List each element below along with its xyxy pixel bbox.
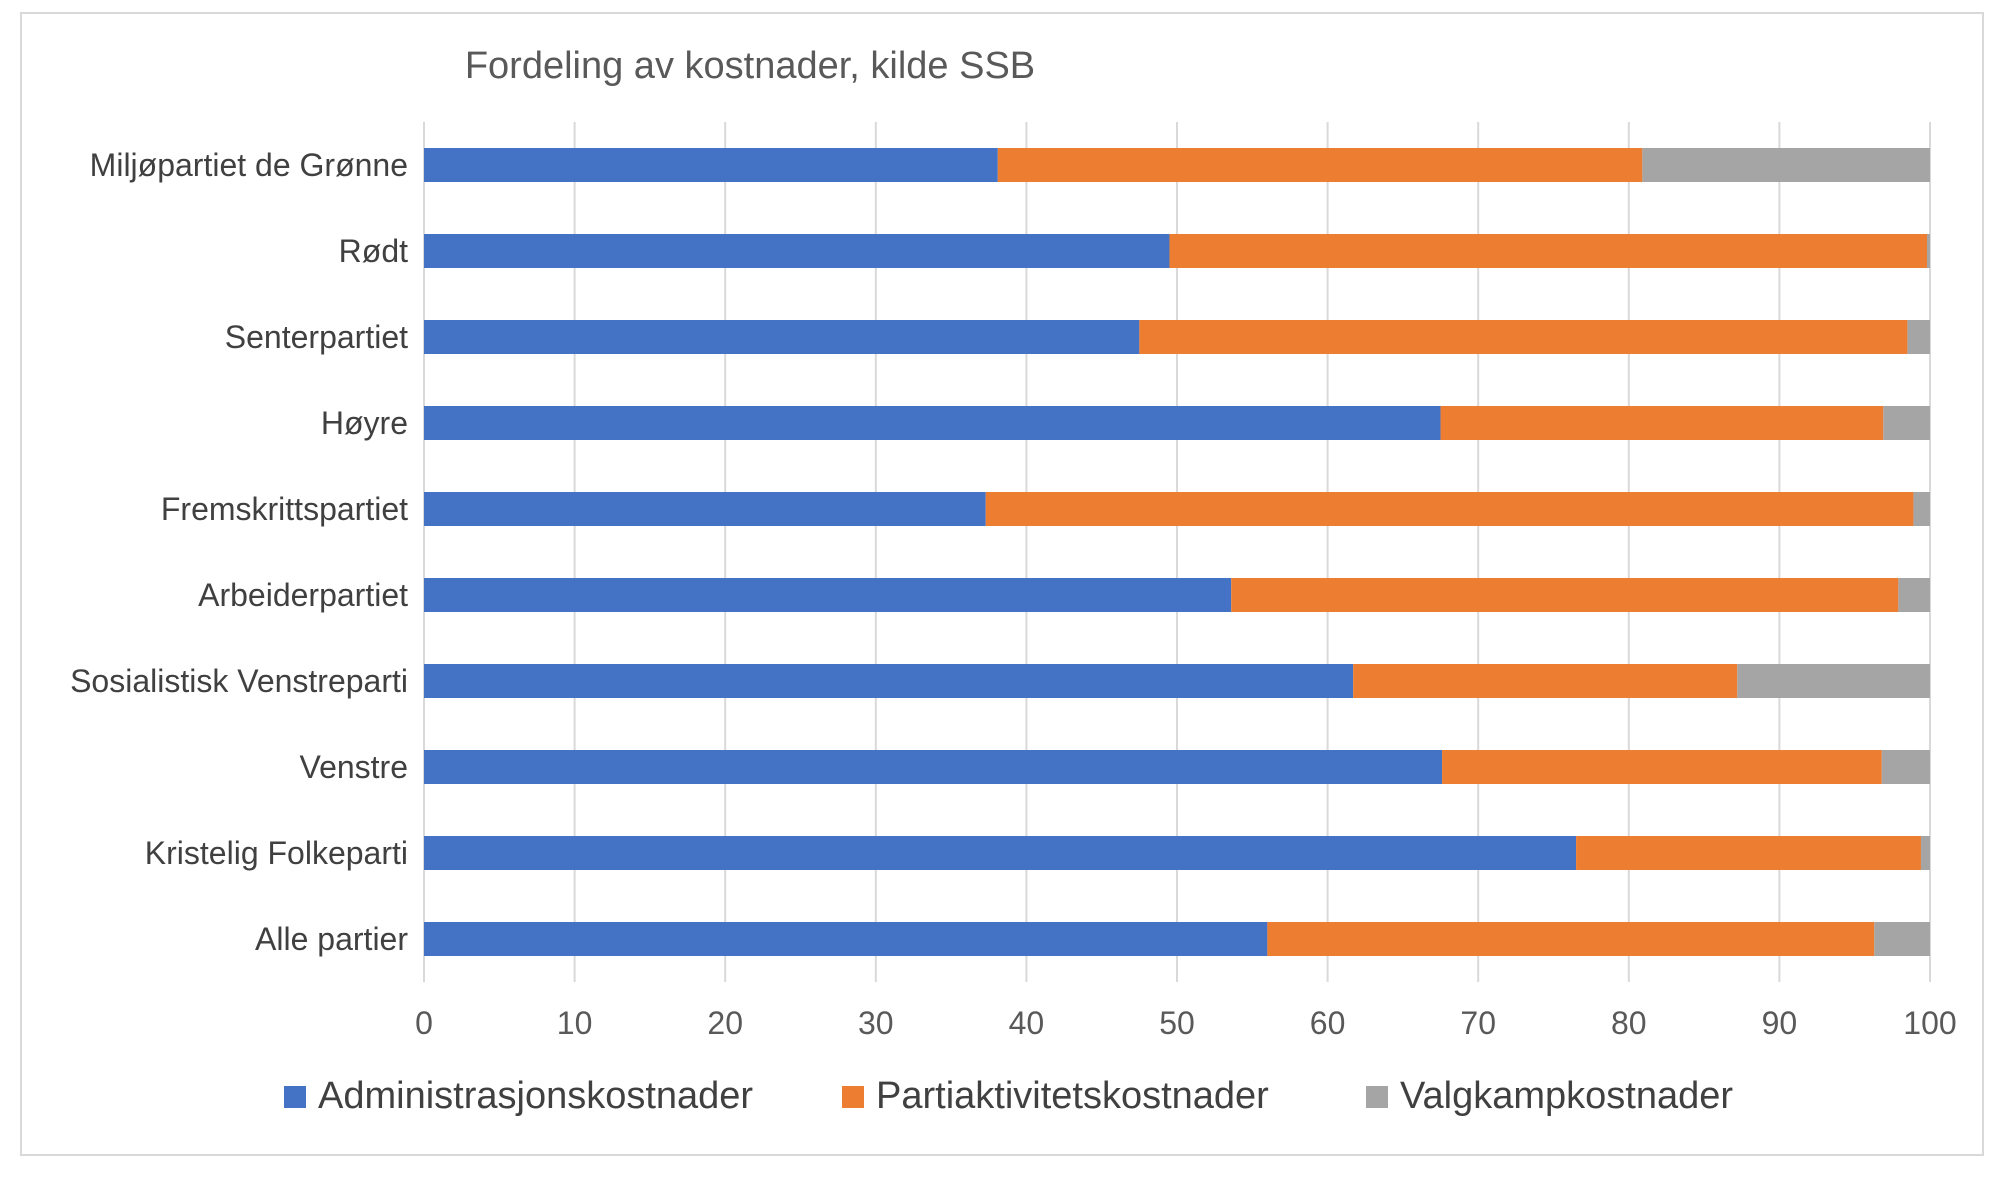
category-label: Høyre — [321, 405, 408, 441]
category-label: Sosialistisk Venstreparti — [70, 663, 408, 699]
bar-segment — [424, 492, 986, 526]
legend-label: Valgkampkostnader — [1400, 1075, 1733, 1117]
category-label: Alle partier — [255, 921, 408, 957]
bar-segment — [997, 148, 1643, 182]
bar-segment — [1231, 578, 1899, 612]
category-label: Rødt — [339, 233, 408, 269]
legend-swatch — [1366, 1086, 1388, 1108]
x-axis-tick-labels: 0 10 20 30 40 50 60 70 80 90 100 — [415, 1005, 1957, 1041]
legend-label: Administrasjonskostnader — [318, 1075, 753, 1117]
category-labels: Miljøpartiet de Grønne Rødt Senterpartiet H… — [70, 147, 408, 957]
x-tick-label: 60 — [1310, 1005, 1346, 1041]
bar-segment — [1576, 836, 1921, 870]
x-tick-label: 70 — [1460, 1005, 1496, 1041]
x-tick-label: 0 — [415, 1005, 433, 1041]
bar-segment — [1898, 578, 1930, 612]
category-label: Kristelig Folkeparti — [145, 835, 408, 871]
bar-segment — [424, 750, 1443, 784]
bar-segment — [1920, 836, 1930, 870]
x-tick-label: 10 — [557, 1005, 593, 1041]
bar-segment — [1913, 492, 1930, 526]
bar-segment — [424, 234, 1170, 268]
chart: Fordeling av kostnader, kilde SSB Miljøp… — [70, 45, 1957, 1117]
bar-segment — [1440, 406, 1884, 440]
legend-label: Partiaktivitetskostnader — [876, 1075, 1269, 1117]
category-label: Venstre — [299, 749, 408, 785]
bar-segment — [985, 492, 1914, 526]
category-label: Miljøpartiet de Grønne — [90, 147, 408, 183]
x-tick-label: 40 — [1009, 1005, 1045, 1041]
bar-segment — [1642, 148, 1930, 182]
bar-segment — [424, 406, 1441, 440]
bar-segment — [1881, 750, 1930, 784]
legend-swatch — [842, 1086, 864, 1108]
x-tick-label: 50 — [1159, 1005, 1195, 1041]
bar-segment — [1139, 320, 1908, 354]
bar-segment — [424, 320, 1140, 354]
bar-segment — [1926, 234, 1930, 268]
x-tick-label: 30 — [858, 1005, 894, 1041]
category-label: Fremskrittspartiet — [161, 491, 408, 527]
x-tick-label: 20 — [707, 1005, 743, 1041]
legend: Administrasjonskostnader Partiaktivitetsk… — [284, 1075, 1733, 1117]
chart-frame: Fordeling av kostnader, kilde SSB Miljøp… — [20, 12, 1984, 1156]
bar-segment — [1169, 234, 1927, 268]
bar-segment — [424, 578, 1232, 612]
bar-segment — [424, 836, 1577, 870]
legend-swatch — [284, 1086, 306, 1108]
category-label: Arbeiderpartiet — [198, 577, 408, 613]
bar-segment — [424, 922, 1268, 956]
bar-segment — [1442, 750, 1882, 784]
bar-segment — [424, 664, 1354, 698]
bar-segment — [1353, 664, 1738, 698]
category-label: Senterpartiet — [225, 319, 408, 355]
bar-segment — [1874, 922, 1930, 956]
bars — [424, 148, 1930, 956]
x-tick-label: 80 — [1611, 1005, 1647, 1041]
bar-segment — [1737, 664, 1930, 698]
bar-segment — [424, 148, 998, 182]
chart-title: Fordeling av kostnader, kilde SSB — [465, 45, 1035, 87]
x-tick-label: 100 — [1903, 1005, 1956, 1041]
bar-segment — [1907, 320, 1930, 354]
x-tick-label: 90 — [1762, 1005, 1798, 1041]
bar-segment — [1267, 922, 1875, 956]
bar-segment — [1883, 406, 1930, 440]
